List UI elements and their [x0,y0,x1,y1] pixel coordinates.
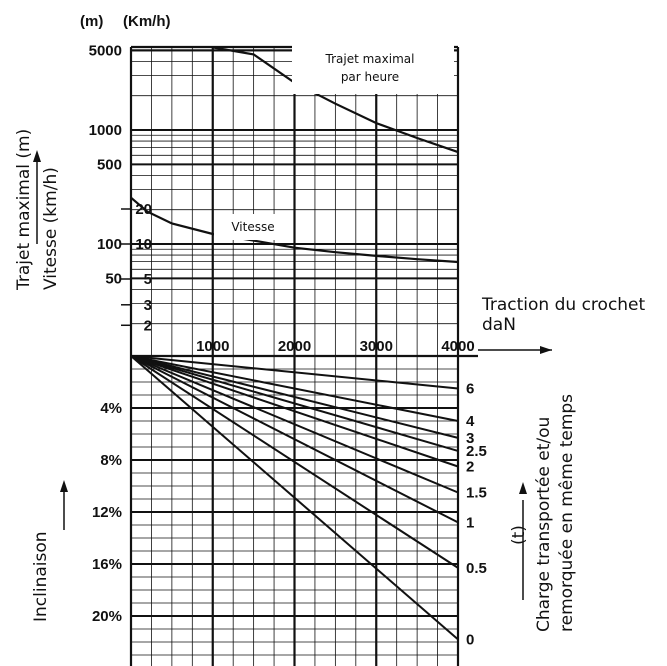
y-tick-label-speed: 10 [135,236,152,253]
y-axis-title-speed: Vitesse (km/h) [41,167,61,290]
distance-unit-label: (m) [80,13,103,30]
y-tick-label-speed: 3 [144,297,152,314]
x-tick-label: 3000 [360,338,393,355]
right-axis-title-line2: remorquée en même temps [557,394,577,632]
load-label-2-5: 2.5 [466,443,487,460]
y-tick-label-distance: 1000 [89,122,122,139]
annotation-trajet-line2: par heure [341,70,399,84]
load-label-1-5: 1.5 [466,485,487,502]
y-tick-label-inclinaison: 8% [100,452,122,469]
right-axis-arrow-head [519,482,527,494]
load-label-1: 1 [466,514,474,531]
y-tick-label-inclinaison: 12% [92,504,122,521]
x-axis-arrow-head [540,346,552,354]
y-tick-label-distance: 100 [97,236,122,253]
x-axis-unit: daN [482,315,516,335]
annotation-box-trajet [292,44,454,94]
load-line-1 [130,355,459,524]
x-tick-label: 1000 [196,338,229,355]
series-group [130,47,459,641]
speed-unit-label: (Km/h) [123,13,171,30]
load-line-0 [130,355,459,641]
x-tick-label: 4000 [441,338,474,355]
series-vitesse [130,196,459,264]
load-label-2: 2 [466,459,474,476]
y-tick-label-inclinaison: 4% [100,400,122,417]
x-tick-label: 2000 [278,338,311,355]
load-line-2-5 [130,355,459,452]
annotation-box-vitesse [214,214,292,240]
right-axis-title-line1: Charge transportée et/ou [534,417,554,632]
load-line-4 [130,355,459,422]
y-tick-label-speed: 20 [135,201,152,218]
y-tick-label-inclinaison: 16% [92,556,122,573]
right-axis-unit: (t) [509,525,529,545]
load-label-6: 6 [466,381,474,398]
y-tick-label-distance: 5000 [89,42,122,59]
x-axis-title: Traction du crochet [481,295,646,315]
load-label-0-5: 0.5 [466,560,487,577]
y-tick-label-distance: 50 [105,270,122,287]
load-label-0: 0 [466,631,474,648]
load-line-0-5 [130,355,459,569]
y-axis-arrow-inclinaison-head [60,480,68,492]
y-tick-label-distance: 500 [97,156,122,173]
series-trajet-maximal [212,47,458,154]
grid [131,47,458,666]
y-axis-arrow-distance-head [33,150,41,162]
y-tick-label-speed: 5 [144,271,152,288]
y-axis-title-inclinaison: Inclinaison [31,531,51,622]
y-tick-label-inclinaison: 20% [92,608,122,625]
annotation-trajet-line1: Trajet maximal [325,52,415,66]
load-label-4: 4 [466,413,475,430]
y-axis-title-distance: Trajet maximal (m) [14,129,34,291]
y-tick-label-speed: 2 [144,317,152,334]
load-line-6 [130,355,459,390]
load-line-2 [130,355,459,468]
load-label-3: 3 [466,430,474,447]
annotation-vitesse: Vitesse [231,220,274,234]
load-line-1-5 [130,355,459,494]
load-line-3 [130,355,459,439]
